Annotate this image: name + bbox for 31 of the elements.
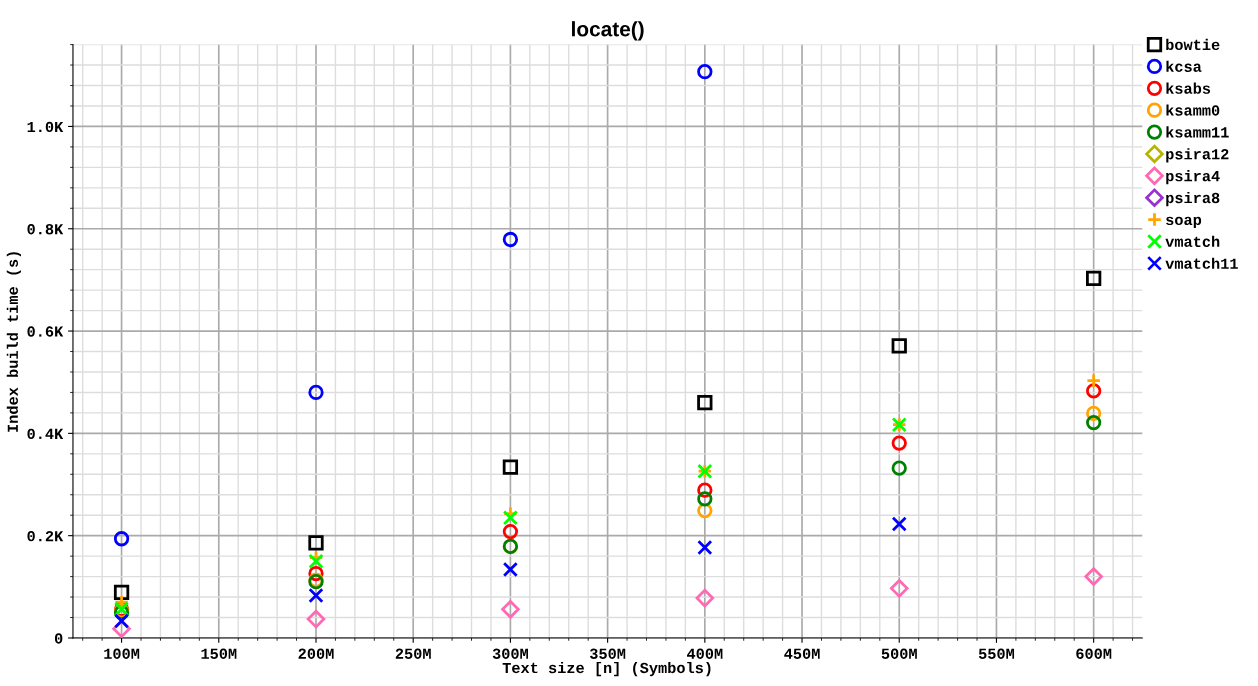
y-axis-title: Index build time (s) <box>6 252 22 432</box>
x-tick-label: 500M <box>881 648 917 659</box>
y-tick-label: 0.4K <box>27 428 64 440</box>
legend-label: psira4 <box>1166 170 1220 185</box>
x-tick-label: 150M <box>201 648 237 659</box>
y-tick-label: 1.0K <box>27 121 64 133</box>
y-tick-label: 0 <box>54 633 63 644</box>
y-tick-label: 0.6K <box>27 326 64 337</box>
legend-label: vmatch11 <box>1165 257 1238 269</box>
x-tick-label: 400M <box>687 648 723 659</box>
x-axis-title: Text size [n] (Symbols) <box>502 661 711 677</box>
legend-label: bowtie <box>1166 38 1220 51</box>
y-tick-label: 0.2K <box>27 530 64 542</box>
legend-label: kcsa <box>1166 60 1202 72</box>
x-tick-label: 100M <box>104 648 140 659</box>
legend-label: ksamm11 <box>1166 126 1229 138</box>
x-tick-label: 250M <box>395 648 431 659</box>
legend-label: soap <box>1166 216 1202 229</box>
x-tick-label: 450M <box>784 648 820 659</box>
y-tick-label: 0.8K <box>27 224 64 235</box>
x-tick-label: 350M <box>589 648 626 659</box>
x-tick-label: 600M <box>1076 648 1112 659</box>
chart-title: locate() <box>572 21 644 41</box>
legend-label: psira12 <box>1166 148 1229 163</box>
legend-label: psira8 <box>1166 192 1220 207</box>
x-tick-label: 200M <box>298 648 334 659</box>
legend-label: ksamm0 <box>1166 104 1220 116</box>
legend-label: vmatch <box>1165 235 1220 247</box>
legend-label: ksabs <box>1166 82 1211 94</box>
x-tick-label: 550M <box>978 648 1015 659</box>
x-tick-label: 300M <box>492 648 528 659</box>
